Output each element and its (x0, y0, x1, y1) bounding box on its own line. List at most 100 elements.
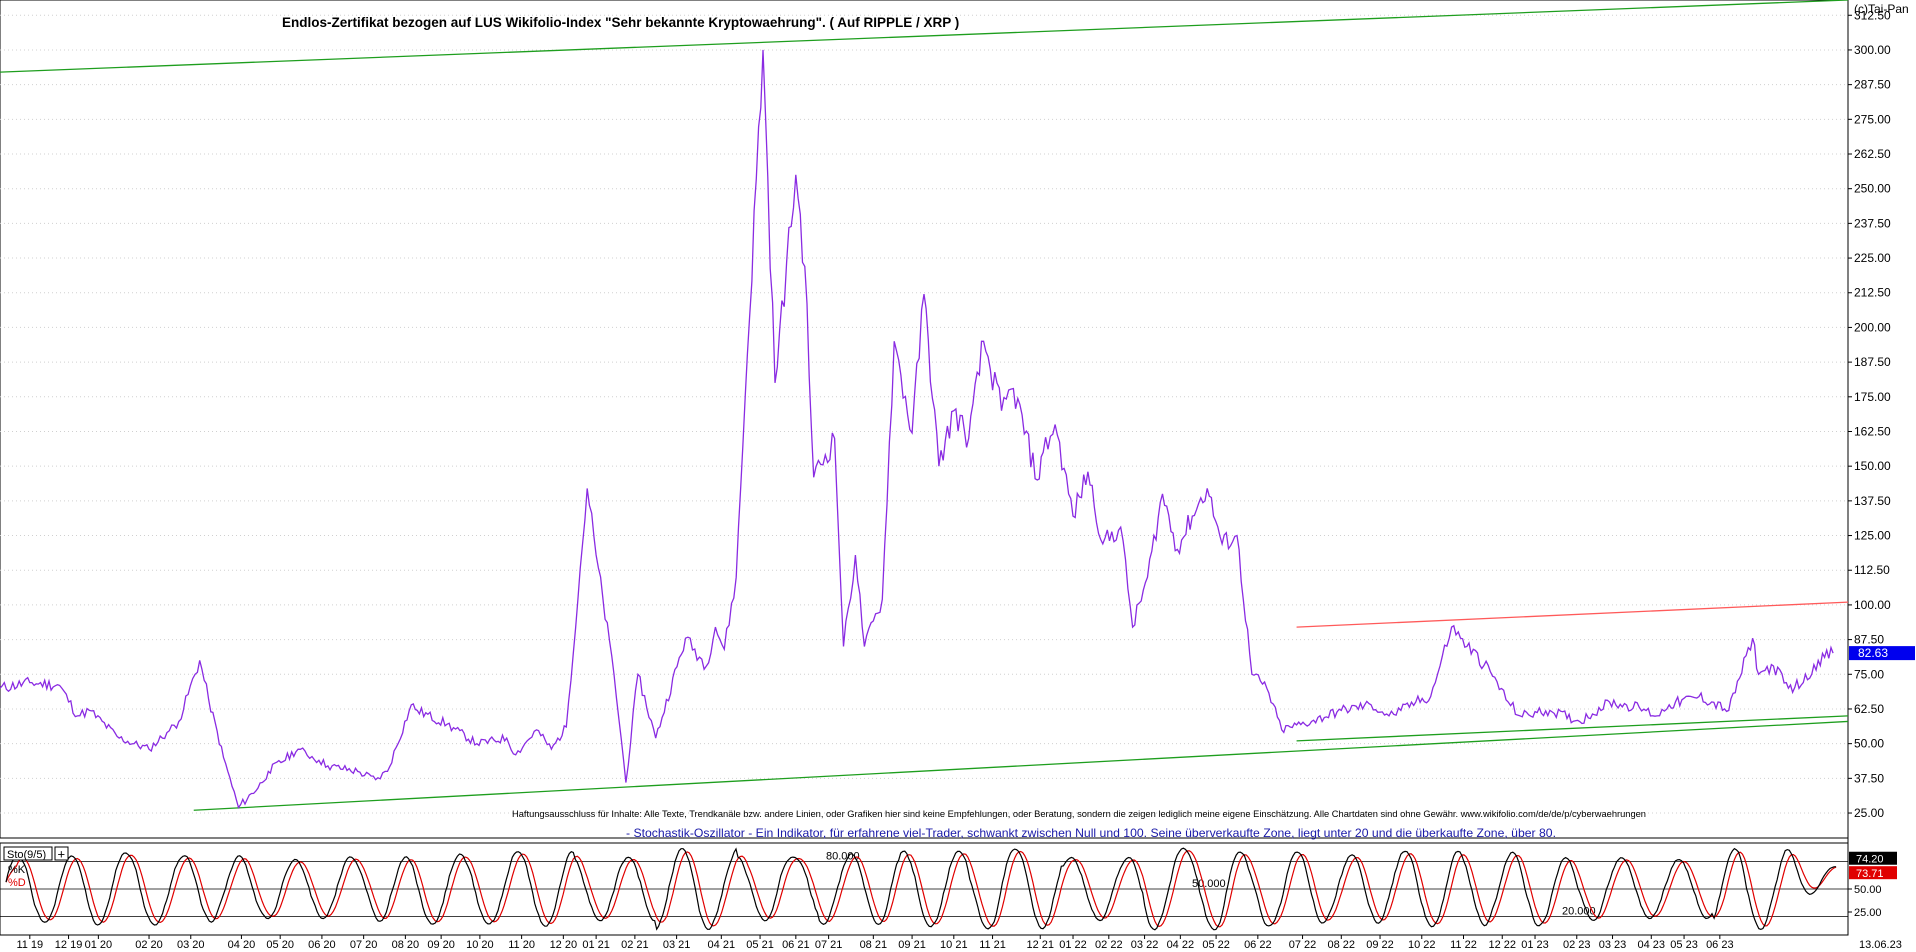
x-tick-label: 05 21 (746, 939, 774, 951)
x-tick-label: 02 23 (1563, 939, 1591, 951)
trend-lines (0, 0, 1849, 811)
price-tick-label: 75.00 (1854, 667, 1884, 681)
x-tick-label: 06 23 (1706, 939, 1734, 951)
x-tick-label: 08 21 (860, 939, 888, 951)
x-tick-label: 12 21 (1026, 939, 1054, 951)
price-tick-label: 225.00 (1854, 251, 1891, 265)
stochastic-tick-label: 25.00 (1854, 907, 1882, 919)
x-tick-label: 07 22 (1289, 939, 1317, 951)
chart-title: Endlos-Zertifikat bezogen auf LUS Wikifo… (282, 15, 959, 30)
price-tick-label: 87.50 (1854, 633, 1884, 647)
x-tick-label: 03 21 (663, 939, 691, 951)
x-tick-label: 10 22 (1408, 939, 1436, 951)
x-tick-label: 02 21 (621, 939, 649, 951)
x-tick-label: 07 20 (350, 939, 378, 951)
x-tick-label: 01 20 (85, 939, 113, 951)
price-panel-frame (0, 0, 1849, 839)
x-tick-label: 12 19 (55, 939, 83, 951)
stochastic-level-label: 50.000 (1192, 878, 1226, 890)
price-grid (0, 14, 1848, 814)
x-tick-label: 08 20 (392, 939, 420, 951)
current-value-label: 82.63 (1858, 646, 1888, 660)
price-tick-label: 250.00 (1854, 182, 1891, 196)
price-tick-label: 50.00 (1854, 737, 1884, 751)
stochastic-y-tick-labels: 25.00 50.00 (1848, 884, 1882, 919)
disclaimer-text: Haftungsausschluss für Inhalte: Alle Tex… (512, 809, 1646, 819)
x-tick-label: 06 20 (308, 939, 336, 951)
price-tick-label: 37.50 (1854, 771, 1884, 785)
d-value-box (1849, 866, 1897, 880)
stochastic-level-label: 20.000 (1562, 906, 1596, 918)
price-tick-label: 275.00 (1854, 112, 1891, 126)
price-series-line (0, 49, 1834, 809)
stochastic-k-line (5, 847, 1837, 931)
stochastic-title: Sto(9/5) (7, 849, 46, 861)
x-tick-label: 04 20 (228, 939, 256, 951)
price-tick-label: 25.00 (1854, 806, 1884, 820)
x-tick-label: 04 23 (1638, 939, 1666, 951)
x-tick-label: 05 23 (1670, 939, 1698, 951)
d-value-label: 73.71 (1856, 868, 1884, 880)
x-tick-label: 07 21 (815, 939, 843, 951)
x-tick-label: 10 20 (466, 939, 494, 951)
x-tick-label: 12 22 (1488, 939, 1516, 951)
x-tick-label: 05 20 (266, 939, 294, 951)
x-tick-label: 06 21 (782, 939, 810, 951)
x-tick-label: 02 22 (1095, 939, 1123, 951)
price-tick-label: 262.50 (1854, 147, 1891, 161)
expand-button[interactable] (54, 846, 69, 861)
price-tick-label: 212.50 (1854, 286, 1891, 300)
x-tick-label: 04 21 (708, 939, 736, 951)
trend-line (1296, 715, 1849, 742)
x-tick-label: 01 23 (1521, 939, 1549, 951)
stochastic-d-line (5, 850, 1837, 928)
x-tick-label: 09 22 (1366, 939, 1394, 951)
price-tick-label: 237.50 (1854, 216, 1891, 230)
price-tick-label: 175.00 (1854, 390, 1891, 404)
x-tick-label: 09 20 (427, 939, 455, 951)
x-tick-label: 05 22 (1202, 939, 1230, 951)
stochastic-title-box (3, 846, 53, 861)
x-tick-label: 10 21 (940, 939, 968, 951)
price-tick-label: 62.50 (1854, 702, 1884, 716)
x-tick-label: 03 22 (1131, 939, 1159, 951)
trend-line (0, 0, 1849, 73)
stochastic-tick-label: 50.00 (1854, 884, 1882, 896)
x-tick-label: 11 20 (508, 939, 535, 951)
x-tick-label: 11 21 (979, 939, 1006, 951)
x-axis-tick-labels: 11 19 12 19 01 20 02 20 03 20 04 20 05 20 06 20… (16, 935, 1734, 951)
x-tick-label: 06 22 (1244, 939, 1272, 951)
x-tick-label: 04 22 (1167, 939, 1195, 951)
price-tick-label: 100.00 (1854, 598, 1891, 612)
k-legend: %K (8, 864, 26, 876)
trend-line (193, 720, 1849, 811)
x-tick-label: 11 22 (1450, 939, 1477, 951)
price-tick-label: 162.50 (1854, 424, 1891, 438)
x-tick-label: 03 23 (1599, 939, 1627, 951)
copyright-label: (c)Tai-Pan (1854, 2, 1909, 16)
price-tick-label: 150.00 (1854, 459, 1891, 473)
oscillator-note: - Stochastik-Oszillator - Ein Indikator,… (626, 826, 1556, 840)
price-tick-label: 200.00 (1854, 320, 1891, 334)
price-tick-label: 125.00 (1854, 529, 1891, 543)
plus-icon[interactable]: + (58, 847, 66, 862)
x-tick-label: 09 21 (898, 939, 926, 951)
x-tick-label: 12 20 (550, 939, 578, 951)
x-tick-label: 11 19 (16, 939, 43, 951)
x-tick-label: 01 22 (1059, 939, 1087, 951)
x-axis-date-label: 13.06.23 (1859, 939, 1902, 951)
d-legend: %D (8, 877, 26, 889)
price-tick-label: 137.50 (1854, 494, 1891, 508)
k-value-box (1849, 851, 1897, 865)
price-tick-label: 112.50 (1854, 563, 1890, 577)
price-tick-label: 287.50 (1854, 78, 1891, 92)
x-tick-label: 01 21 (582, 939, 610, 951)
price-tick-label: 187.50 (1854, 355, 1891, 369)
price-y-tick-labels: 25.00 37.50 50.00 62.50 75.00 87.50 100.00 112.… (1848, 8, 1891, 820)
x-tick-label: 08 22 (1328, 939, 1356, 951)
price-tick-label: 300.00 (1854, 43, 1891, 57)
x-tick-label: 02 20 (135, 939, 163, 951)
price-tick-label: 312.50 (1854, 8, 1891, 22)
trend-line (1296, 601, 1849, 628)
